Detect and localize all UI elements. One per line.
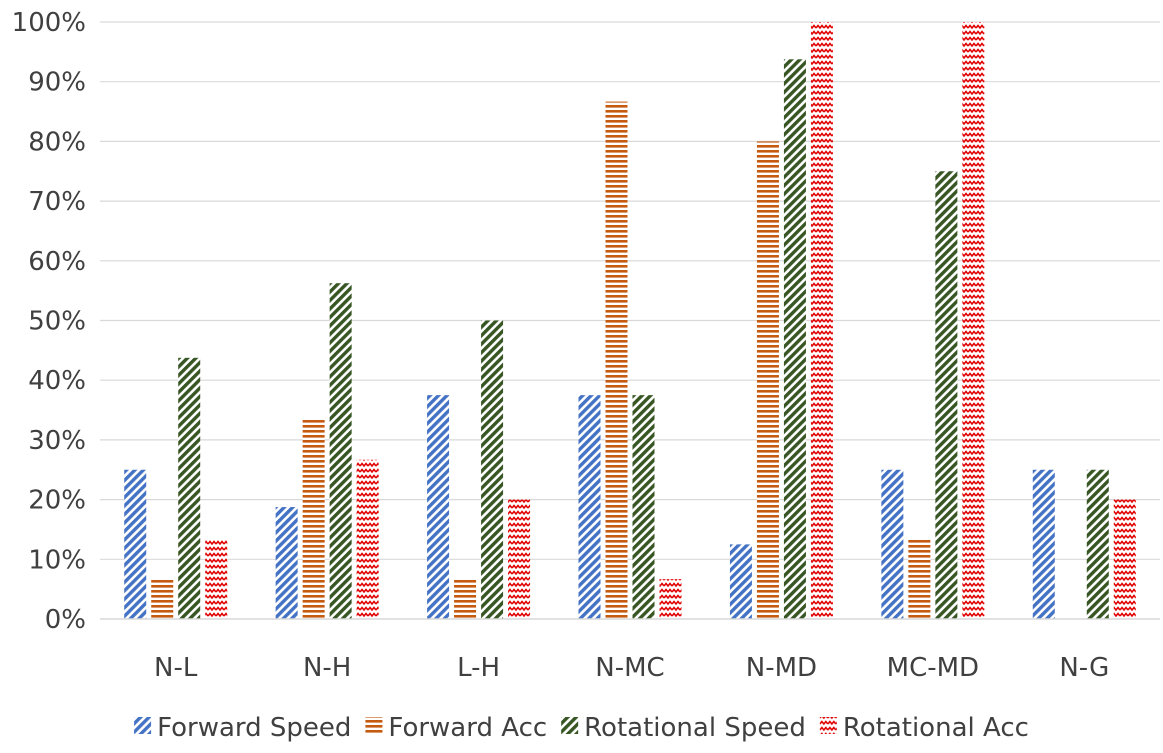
y-tick-label: 60% <box>28 247 86 277</box>
bar-forward-acc <box>302 420 325 619</box>
y-tick-label: 10% <box>28 545 86 575</box>
legend-swatch <box>134 717 152 734</box>
bar-forward-acc <box>151 579 174 619</box>
bar-rotational-acc <box>659 579 682 619</box>
legend-label: Forward Speed <box>157 713 351 743</box>
gridlines <box>100 21 1160 560</box>
bar-forward-acc <box>454 579 477 619</box>
bar-forward-acc <box>908 539 931 619</box>
bar-rotational-speed <box>783 59 806 619</box>
legend-label: Forward Acc <box>388 713 547 743</box>
bar-rotational-acc <box>356 459 379 619</box>
bar-forward-speed <box>427 395 450 619</box>
x-tick-label: N-H <box>303 653 351 683</box>
legend-item: Forward Acc <box>365 713 547 743</box>
y-tick-label: 100% <box>12 8 86 38</box>
y-tick-label: 50% <box>28 307 86 337</box>
y-tick-label: 90% <box>28 68 86 98</box>
legend-item: Rotational Acc <box>819 713 1029 743</box>
legend: Forward Speed Forward Acc Rotational Speed… <box>134 713 1029 743</box>
legend-label: Rotational Speed <box>584 713 806 743</box>
legend-label: Rotational Acc <box>843 713 1029 743</box>
x-tick-label: N-G <box>1059 653 1109 683</box>
legend-swatch <box>561 717 579 734</box>
y-tick-label: 0% <box>45 605 86 635</box>
bar-rotational-speed <box>329 283 352 619</box>
legend-swatch <box>365 717 383 734</box>
bar-rotational-speed <box>481 320 504 619</box>
y-tick-label: 80% <box>28 127 86 157</box>
x-tick-label: N-L <box>154 653 198 683</box>
bar-forward-acc <box>756 141 779 619</box>
x-tick-label: N-MC <box>595 653 664 683</box>
y-tick-label: 40% <box>28 366 86 396</box>
bar-forward-speed <box>729 544 752 619</box>
bars <box>124 22 1136 620</box>
bar-rotational-speed <box>1086 469 1109 619</box>
legend-item: Rotational Speed <box>561 713 806 743</box>
bar-forward-speed <box>1032 469 1055 619</box>
bar-rotational-acc <box>1113 499 1136 619</box>
legend-swatch <box>819 717 837 734</box>
y-tick-label: 30% <box>28 426 86 456</box>
x-axis-ticks: N-L N-H L-H N-MC N-MD MC-MD N-G <box>154 653 1109 683</box>
bar-forward-speed <box>881 469 904 619</box>
bar-rotational-acc <box>962 22 985 619</box>
bar-rotational-speed <box>935 171 958 619</box>
bar-rotational-speed <box>178 357 201 619</box>
y-axis-ticks: 0% 10% 20% 30% 40% 50% 60% 70% 80% 90% 100% <box>12 8 86 635</box>
y-tick-label: 20% <box>28 486 86 516</box>
bar-rotational-acc <box>810 22 833 619</box>
x-tick-label: L-H <box>457 653 500 683</box>
bar-rotational-acc <box>508 499 531 619</box>
bar-rotational-speed <box>632 395 655 619</box>
bar-forward-speed <box>578 395 601 619</box>
bar-forward-speed <box>275 507 298 619</box>
bar-rotational-acc <box>205 539 228 619</box>
bar-forward-speed <box>124 469 147 619</box>
bar-forward-acc <box>605 101 628 620</box>
y-tick-label: 70% <box>28 187 86 217</box>
x-tick-label: N-MD <box>746 653 817 683</box>
legend-item: Forward Speed <box>134 713 351 743</box>
x-tick-label: MC-MD <box>887 653 979 683</box>
